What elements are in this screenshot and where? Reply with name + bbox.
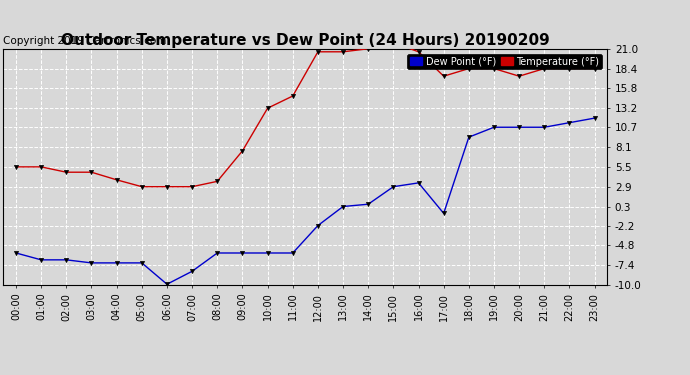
Legend: Dew Point (°F), Temperature (°F): Dew Point (°F), Temperature (°F): [407, 54, 602, 69]
Title: Outdoor Temperature vs Dew Point (24 Hours) 20190209: Outdoor Temperature vs Dew Point (24 Hou…: [61, 33, 550, 48]
Text: Copyright 2019 Cartronics.com: Copyright 2019 Cartronics.com: [3, 36, 167, 46]
